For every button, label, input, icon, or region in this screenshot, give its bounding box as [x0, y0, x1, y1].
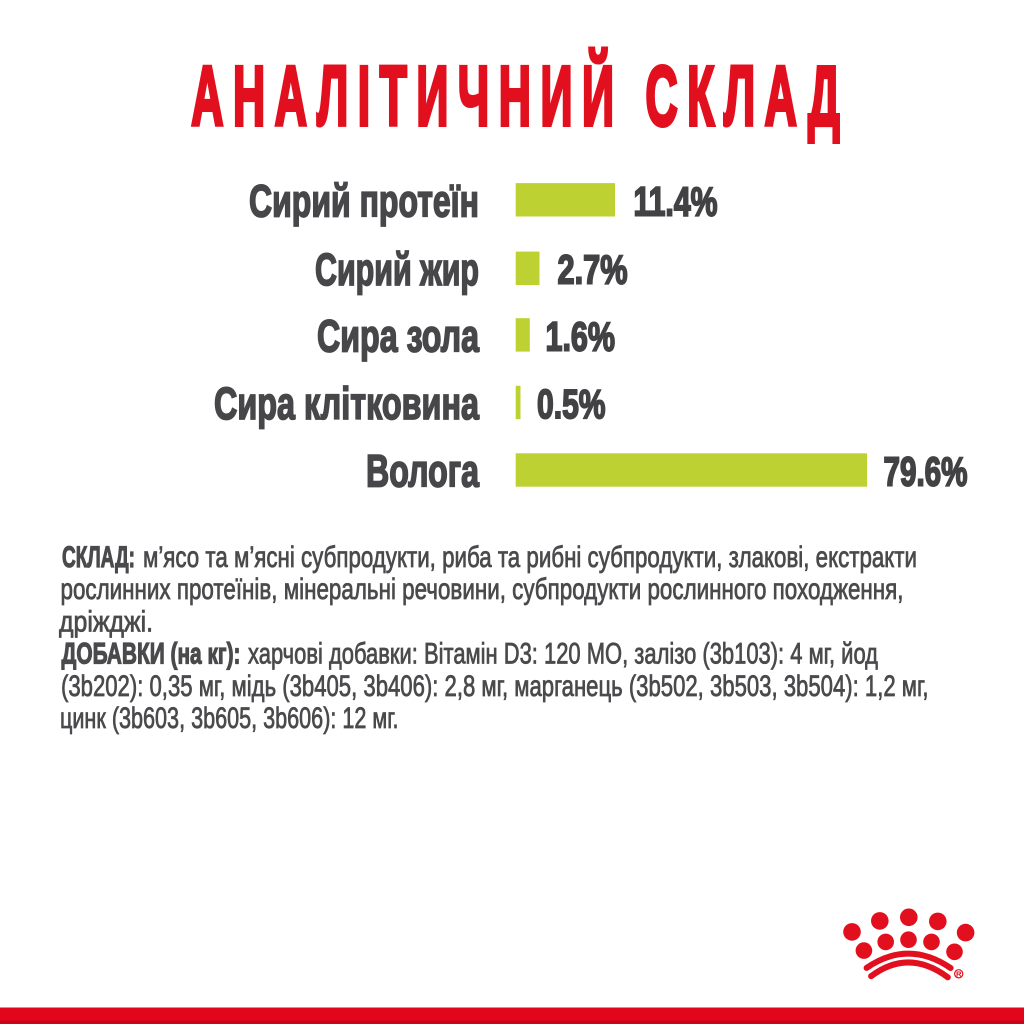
svg-text:цинк (3b603, 3b605, 3b606): 12: цинк (3b603, 3b605, 3b606): 12 мг. — [60, 702, 399, 735]
svg-text:R: R — [956, 970, 962, 979]
svg-text:рослинних протеїнів, мінеральн: рослинних протеїнів, мінеральні речовини… — [61, 573, 904, 606]
svg-text:Сира зола: Сира зола — [317, 311, 480, 362]
svg-text:2.7%: 2.7% — [558, 247, 628, 293]
svg-text:СКЛАД:: СКЛАД: — [62, 541, 135, 574]
svg-text:харчові добавки: Вітамін D3: 1: харчові добавки: Вітамін D3: 120 МО, зал… — [248, 638, 878, 671]
svg-text:Сирий жир: Сирий жир — [315, 244, 479, 295]
svg-text:0.5%: 0.5% — [537, 381, 606, 427]
svg-text:дріжджі.: дріжджі. — [59, 605, 153, 638]
svg-text:м’ясо та м’ясні субпродукти, р: м’ясо та м’ясні субпродукти, риба та риб… — [143, 541, 917, 574]
svg-text:(3b202): 0,35 мг, мідь (3b405,: (3b202): 0,35 мг, мідь (3b405, 3b406): 2… — [61, 670, 929, 703]
svg-text:Волога: Волога — [366, 446, 480, 497]
svg-text:Сирий протеїн: Сирий протеїн — [249, 176, 479, 227]
svg-text:ДОБАВКИ (на кг):: ДОБАВКИ (на кг): — [62, 638, 241, 671]
svg-text:Сира клітковина: Сира клітковина — [214, 378, 480, 429]
svg-text:79.6%: 79.6% — [884, 448, 968, 494]
svg-text:1.6%: 1.6% — [546, 314, 616, 360]
svg-text:11.4%: 11.4% — [634, 178, 718, 224]
svg-text:АНАЛІТИЧНИЙ СКЛАД: АНАЛІТИЧНИЙ СКЛАД — [191, 49, 849, 143]
